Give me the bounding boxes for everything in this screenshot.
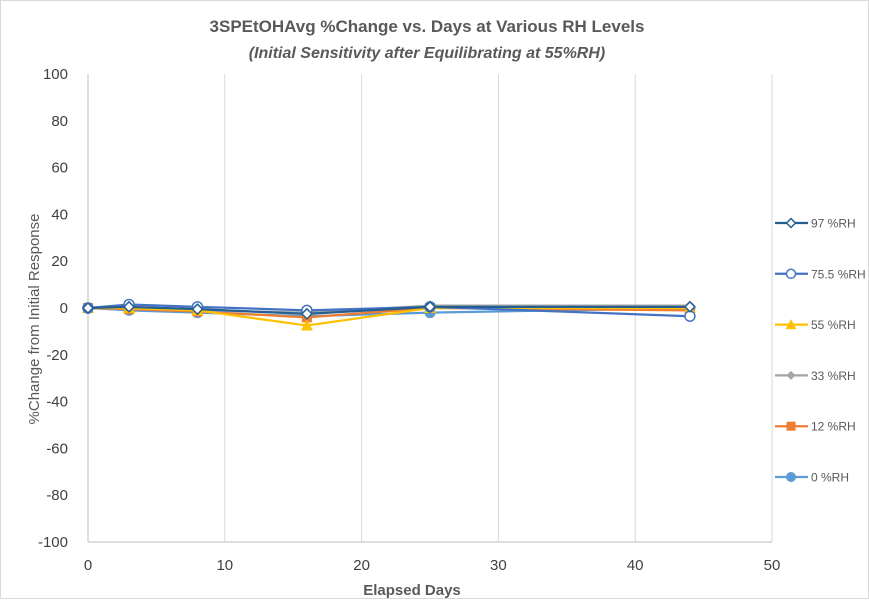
y-tick-label: 40 [51,206,68,223]
legend-item-12-rh: 12 %RH [775,420,856,434]
data-point-97-rh [122,300,136,313]
y-tick-label: -60 [46,440,68,457]
data-point-97-rh [191,303,204,316]
chart-subtitle: (Initial Sensitivity after Equilibrating… [249,45,606,62]
legend-item-33-rh: 33 %RH [775,369,856,383]
x-axis-title: Elapsed Days [363,582,461,599]
y-tick-label: 100 [43,66,68,83]
data-point-97-rh [300,307,313,320]
y-tick-label: 0 [60,300,68,317]
data-point-97-rh [683,300,696,313]
y-tick-label: 60 [51,160,68,177]
legend-item-0-rh: 0 %RH [775,471,849,485]
chart-title: 3SPEtOHAvg %Change vs. Days at Various R… [210,17,645,36]
legend-marker-75-5-rh [785,268,797,280]
legend-marker-12-rh [786,421,796,431]
axis-layer: -100 -80 -60 -40 -20 0 20 40 60 80 100 0 10 20 30 40 50 [38,66,780,574]
y-tick-label: 20 [51,253,68,270]
legend-item-75-5-rh: 75.5 %RH [775,267,866,281]
data-point-97-rh [81,301,95,315]
x-tick-label: 10 [216,557,233,574]
legend-label-55-rh: 55 %RH [811,318,856,332]
x-tick-label: 30 [490,557,507,574]
legend-item-55-rh: 55 %RH [775,318,856,332]
series-layer [81,298,696,331]
legend-item-97-rh: 97 %RH [775,217,856,231]
series-97-rh [81,300,696,320]
legend-marker-97-rh [785,217,797,229]
x-tick-label: 20 [353,557,370,574]
legend-marker-0-rh [786,472,796,482]
x-tick-label: 0 [84,557,92,574]
y-axis-title: %Change from Initial Response [26,214,43,425]
y-tick-label: -40 [46,394,68,411]
y-tick-label: -80 [46,487,68,504]
y-tick-label: 80 [51,113,68,130]
legend-label-12-rh: 12 %RH [811,420,856,434]
legend-label-0-rh: 0 %RH [811,471,849,485]
legend-marker-33-rh [786,370,796,380]
series-line-75-5-rh [87,303,690,318]
y-tick-label: -100 [38,534,68,551]
data-point-97-rh [423,300,437,313]
series-line-97-rh [87,305,690,315]
data-point-55-rh [300,319,313,331]
legend-label-97-rh: 97 %RH [811,217,856,231]
legend-label-75-5-rh: 75.5 %RH [811,267,866,281]
legend-label-33-rh: 33 %RH [811,369,856,383]
y-tick-label: -20 [46,347,68,364]
x-tick-label: 50 [764,557,781,574]
legend-marker-55-rh [785,319,797,330]
legend: 97 %RH 75.5 %RH 55 %RH 33 %RH 12 %RH 0 %RH [775,217,866,485]
x-tick-label: 40 [627,557,644,574]
